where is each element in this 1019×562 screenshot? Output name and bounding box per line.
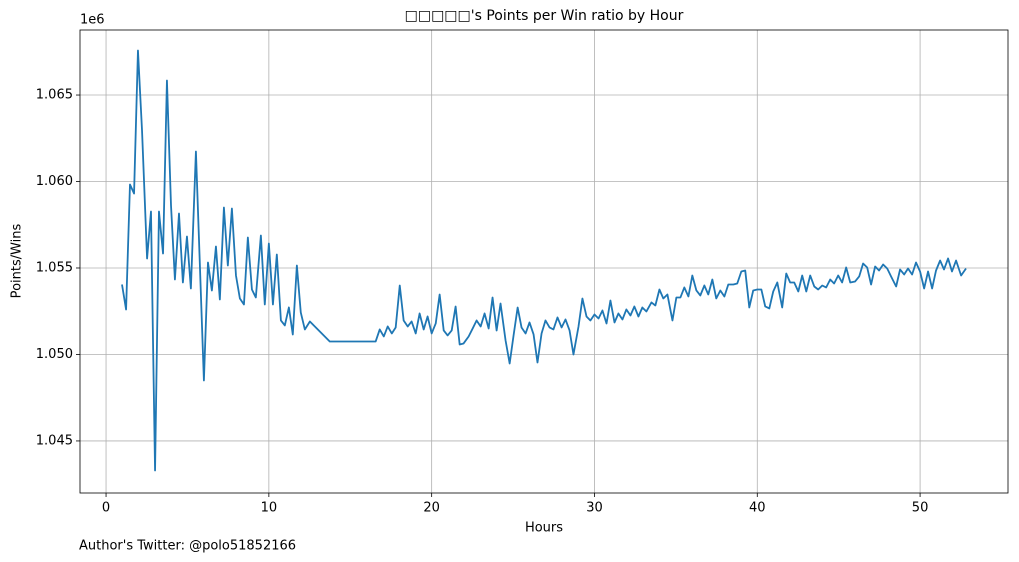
chart-title: □□□□□'s Points per Win ratio by Hour: [405, 8, 684, 24]
x-axis-label: Hours: [525, 521, 563, 536]
x-tick-label: 10: [261, 501, 278, 516]
x-tick-label: 40: [749, 501, 766, 516]
x-tick-label: 50: [912, 501, 929, 516]
y-tick-label: 1.055: [36, 260, 73, 275]
x-tick-label: 0: [102, 501, 110, 516]
y-tick-label: 1.045: [36, 433, 73, 448]
plot-frame: [79, 29, 1009, 494]
footer: Author's Twitter: @polo51852166: [79, 539, 296, 554]
y-tick-label: 1.060: [36, 174, 73, 189]
y-axis-label: Points/Wins: [10, 223, 25, 298]
y-tick-label: 1.050: [36, 347, 73, 362]
x-tick-label: 30: [586, 501, 603, 516]
y-tick-label: 1.065: [36, 88, 73, 103]
data-line: [121, 49, 967, 472]
y-offset-text: 1e6: [80, 13, 105, 28]
x-tick-label: 20: [423, 501, 440, 516]
